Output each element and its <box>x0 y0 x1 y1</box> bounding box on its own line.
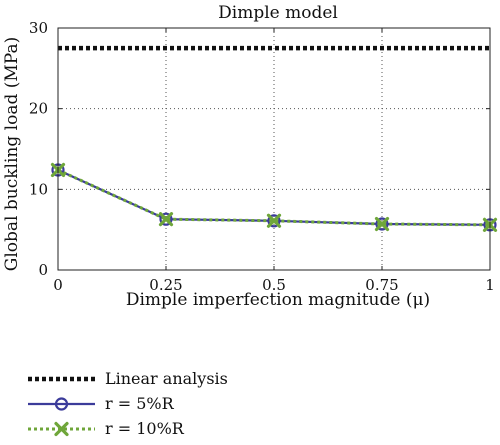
x-tick-label: 1 <box>485 276 495 294</box>
x-tick-label: 0.5 <box>262 276 286 294</box>
x-axis-label: Dimple imperfection magnitude (μ) <box>126 290 430 310</box>
series-3-point <box>374 216 390 232</box>
series-3-point <box>266 213 282 228</box>
legend-item: r = 10%R <box>28 419 185 438</box>
legend-label: r = 10%R <box>105 419 185 438</box>
y-tick-label: 10 <box>29 180 48 198</box>
legend-item: Linear analysis <box>28 369 228 388</box>
series-layer <box>50 45 498 232</box>
series-3-point <box>158 212 174 227</box>
series-2-point <box>267 214 281 228</box>
legend-marker <box>54 397 69 411</box>
series-2-point <box>159 212 173 226</box>
cross-stroke <box>158 212 174 227</box>
cross-stroke <box>54 421 69 437</box>
y-tick-label: 30 <box>29 19 48 37</box>
y-tick-label: 0 <box>38 261 48 279</box>
legend-marker <box>54 421 69 437</box>
grid <box>58 28 490 270</box>
y-tick-label: 20 <box>29 100 48 118</box>
x-tick-label: 0.75 <box>365 276 398 294</box>
legend-label: r = 5%R <box>105 394 175 413</box>
x-tick-label: 0.25 <box>149 276 182 294</box>
cross-stroke <box>266 213 282 228</box>
series-3-line <box>57 168 491 227</box>
x-tick-label: 0 <box>53 276 63 294</box>
legend: Linear analysis r = 5%R r = 10%R <box>28 369 228 438</box>
cross-stroke <box>374 216 390 232</box>
y-axis-label: Global buckling load (MPa) <box>2 37 22 271</box>
legend-label: Linear analysis <box>105 369 228 388</box>
chart-title: Dimple model <box>218 3 338 23</box>
legend-item: r = 5%R <box>28 394 175 413</box>
series-2-point <box>375 217 389 231</box>
